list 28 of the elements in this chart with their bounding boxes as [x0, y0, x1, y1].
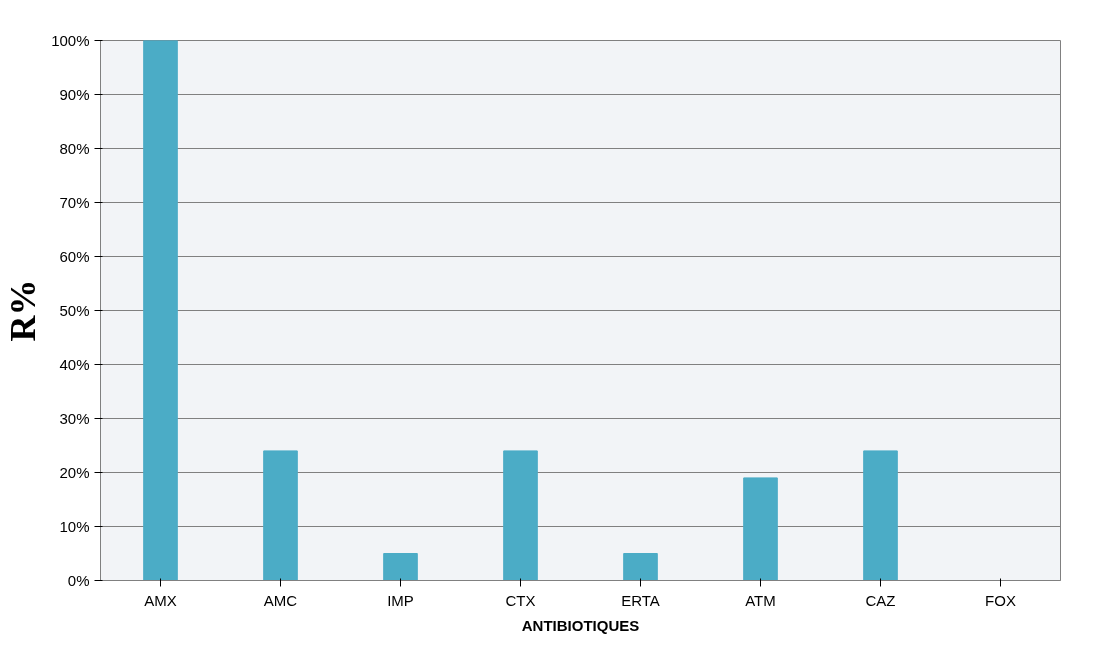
bar — [863, 450, 898, 581]
x-axis-title: ANTIBIOTIQUES — [521, 616, 640, 634]
bar — [143, 40, 178, 581]
y-tick-label: 30% — [59, 410, 90, 427]
x-tick-label: ATM — [745, 591, 776, 609]
x-tick-label: IMP — [387, 591, 414, 609]
y-tick-label: 20% — [59, 464, 90, 481]
x-tick-label: ERTA — [621, 591, 660, 609]
y-tick-label: 90% — [59, 86, 90, 103]
y-tick-label: 40% — [59, 356, 90, 373]
x-tick-label: CAZ — [865, 591, 896, 609]
y-tick-label: 0% — [67, 572, 90, 589]
bar — [623, 553, 658, 581]
bar — [383, 553, 418, 581]
x-tick-label: FOX — [985, 591, 1016, 609]
y-tick-label: 50% — [59, 302, 90, 319]
x-tick-label: CTX — [505, 591, 536, 609]
bar — [503, 450, 538, 581]
y-tick-label: 10% — [59, 518, 90, 535]
y-tick-label: 100% — [51, 32, 90, 49]
y-axis-title: R% — [3, 279, 44, 342]
x-tick-label: AMX — [144, 591, 177, 609]
y-tick-label: 70% — [59, 194, 90, 211]
bar — [263, 450, 298, 581]
x-tick-label: AMC — [263, 591, 298, 609]
bar — [743, 477, 778, 581]
y-tick-label: 80% — [59, 140, 90, 157]
y-tick-label: 60% — [59, 248, 90, 265]
